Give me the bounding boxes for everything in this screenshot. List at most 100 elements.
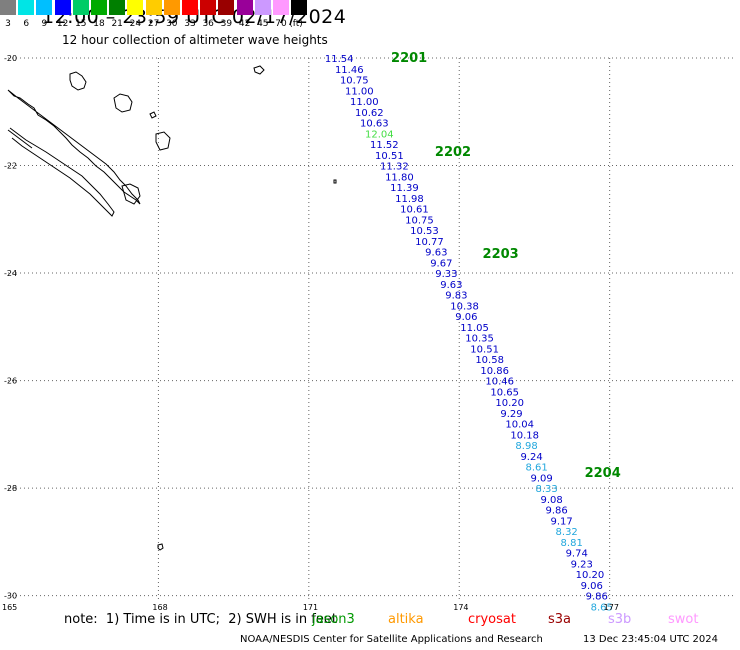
color-scale-label: 39 <box>220 19 233 29</box>
color-scale-swatch <box>72 0 89 15</box>
wave-height-value: 10.51 <box>375 151 404 162</box>
wave-height-value: 11.98 <box>395 194 424 205</box>
wave-height-value: 8.33 <box>535 484 557 495</box>
satellite-legend-item: jason3 <box>312 612 355 627</box>
color-scale-label: 33 <box>184 19 196 29</box>
coastline-hunter <box>333 179 337 184</box>
credit-line: NOAA/NESDIS Center for Satellite Applica… <box>240 634 543 645</box>
color-scale-label: 9 <box>41 19 48 29</box>
color-scale-swatch <box>200 0 217 15</box>
track-points: 11.5411.4610.7511.0011.0010.6210.6312.04… <box>325 54 613 613</box>
lon-tick-label: 168 <box>152 603 167 612</box>
coastline-loyalty-3 <box>155 131 171 151</box>
wave-height-value: 10.38 <box>450 301 479 312</box>
wave-height-value: 8.98 <box>515 441 537 452</box>
wave-height-value: 9.74 <box>566 549 588 560</box>
color-scale-label: 70 <box>275 19 287 29</box>
color-scale-swatch <box>218 0 235 15</box>
wave-height-value: 10.86 <box>480 366 509 377</box>
color-scale-swatch <box>163 0 180 15</box>
wave-height-value: 11.32 <box>380 162 409 173</box>
color-scale-label: 45 <box>257 19 269 29</box>
wave-height-value: 10.77 <box>415 237 444 248</box>
wave-height-value: 9.24 <box>520 452 542 463</box>
satellite-legend-item: swot <box>668 612 699 627</box>
satellite-legend-item: s3a <box>548 612 572 627</box>
wave-height-value: 10.51 <box>470 344 499 355</box>
generation-timestamp: 13 Dec 23:45:04 UTC 2024 <box>583 634 718 645</box>
lat-lon-grid <box>8 57 735 601</box>
wave-height-value: 9.17 <box>551 516 573 527</box>
wave-height-value: 11.46 <box>335 65 364 76</box>
color-scale-swatch <box>127 0 144 15</box>
lon-tick-label: 165 <box>2 603 17 612</box>
lat-tick-label: -26 <box>4 377 17 386</box>
wave-height-value: 10.62 <box>355 108 384 119</box>
wave-height-value: 10.75 <box>405 215 434 226</box>
wave-height-value: 9.06 <box>581 581 603 592</box>
coastline-norfolk <box>157 543 164 551</box>
pass-label: 2202 <box>435 145 471 160</box>
footer-note: note: 1) Time is in UTC; 2) SWH is in fe… <box>64 612 337 627</box>
lat-tick-label: -24 <box>4 269 17 278</box>
coastline-loyalty-2 <box>113 93 133 113</box>
wave-height-value: 9.06 <box>455 312 477 323</box>
color-scale-label: 42 <box>238 19 251 29</box>
wave-height-value: 11.00 <box>345 86 374 97</box>
satellite-legend-item: altika <box>388 612 424 627</box>
wave-height-value: 9.29 <box>500 409 522 420</box>
wave-height-value: 10.46 <box>485 377 514 388</box>
color-scale-swatch <box>18 0 35 15</box>
wave-height-value: 9.67 <box>430 258 452 269</box>
satellite-legend-item: s3b <box>608 612 632 627</box>
wave-height-value: 10.18 <box>510 430 539 441</box>
color-scale-label: 21 <box>111 19 123 29</box>
color-scale-swatch <box>145 0 162 15</box>
pass-label: 2204 <box>585 466 621 481</box>
wave-height-value: 10.58 <box>475 355 504 366</box>
wave-height-value: 8.65 <box>591 602 613 613</box>
color-scale-label: 24 <box>129 19 142 29</box>
color-scale-swatch <box>0 0 16 15</box>
wave-height-value: 11.05 <box>460 323 489 334</box>
wave-height-value: 8.32 <box>556 527 578 538</box>
wave-height-value: 10.53 <box>410 226 439 237</box>
axis-ticks: -20 -22 -24 -26 -28 -30 165 168 171 174 177 <box>2 54 619 612</box>
color-scale-label: 30 <box>166 19 178 29</box>
wave-height-value: 8.61 <box>525 463 547 474</box>
color-scale-label: 6 <box>23 19 30 29</box>
wave-height-value: 10.61 <box>400 205 429 216</box>
color-scale-label: 12 <box>56 19 69 29</box>
lat-tick-label: -22 <box>4 162 17 171</box>
color-scale-label: 18 <box>93 19 105 29</box>
color-scale-label: 15 <box>75 19 87 29</box>
lon-tick-label: 174 <box>453 603 468 612</box>
pass-label: 2201 <box>391 51 427 66</box>
wave-height-value: 11.00 <box>350 97 379 108</box>
wave-height-value: 9.63 <box>425 248 447 259</box>
coastline-walpole <box>253 65 265 75</box>
coastline-reef-inner <box>7 129 33 149</box>
wave-height-value: 11.80 <box>385 172 414 183</box>
wave-height-value: 9.86 <box>546 506 568 517</box>
wave-height-value: 10.35 <box>465 334 494 345</box>
wave-height-value: 9.83 <box>445 291 467 302</box>
coastline-islet <box>149 111 157 119</box>
wave-height-value: 9.33 <box>435 269 457 280</box>
color-scale-swatch <box>109 0 126 15</box>
wave-height-value: 9.86 <box>586 592 608 603</box>
color-scale-swatch <box>236 0 253 15</box>
map-subtitle: 12 hour collection of altimeter wave hei… <box>62 33 328 47</box>
wave-height-value: 11.52 <box>370 140 399 151</box>
wave-height-value: 12.04 <box>365 129 394 140</box>
coastline-loyalty-1 <box>69 71 87 91</box>
color-scale-swatch <box>36 0 53 15</box>
wave-height-value: 11.54 <box>325 54 354 65</box>
lon-tick-label: 171 <box>303 603 318 612</box>
wave-height-value: 10.75 <box>340 76 369 87</box>
lat-tick-label: -30 <box>4 592 17 601</box>
color-scale-unit: (ft) <box>289 19 303 29</box>
wave-height-value: 9.23 <box>571 559 593 570</box>
color-scale-label: 27 <box>147 19 160 29</box>
